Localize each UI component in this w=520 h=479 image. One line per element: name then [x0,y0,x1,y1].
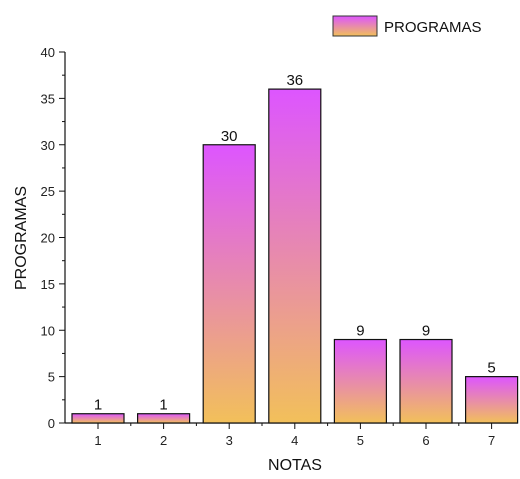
data-labels: 1 1 30 36 9 9 5 [94,72,496,414]
x-axis-title: NOTAS [268,457,322,474]
bar [71,413,125,424]
bar [465,376,519,424]
bar [333,338,387,424]
bar [399,338,453,424]
bar-value-label: 30 [221,128,238,145]
x-tick-label: 5 [357,433,364,448]
bars [71,88,519,424]
bar-value-label: 1 [94,397,102,414]
bar-value-label: 1 [159,397,167,414]
x-tick-label: 4 [291,433,298,448]
bar-value-label: 9 [356,323,364,340]
x-tick-label: 3 [226,433,233,448]
bar [268,88,322,424]
y-axis-title: PROGRAMAS [13,186,30,290]
y-tick-label: 40 [41,45,55,60]
legend: PROGRAMAS [332,15,482,37]
y-tick-label: 25 [41,184,55,199]
x-tick-label: 6 [422,433,429,448]
x-tick-label: 1 [94,433,101,448]
bar [202,144,256,424]
x-tick-label: 2 [160,433,167,448]
y-tick-label: 30 [41,138,55,153]
bar-value-label: 36 [286,72,303,89]
y-tick-label: 35 [41,91,55,106]
x-tick-label: 7 [488,433,495,448]
bar [137,413,191,424]
y-tick-label: 15 [41,277,55,292]
legend-label: PROGRAMAS [384,19,482,36]
y-tick-label: 5 [48,370,55,385]
bar-value-label: 9 [422,323,430,340]
legend-swatch [332,15,378,37]
y-tick-label: 20 [41,231,55,246]
y-tick-label: 0 [48,416,55,431]
y-tick-label: 10 [41,323,55,338]
bar-value-label: 5 [487,360,495,377]
